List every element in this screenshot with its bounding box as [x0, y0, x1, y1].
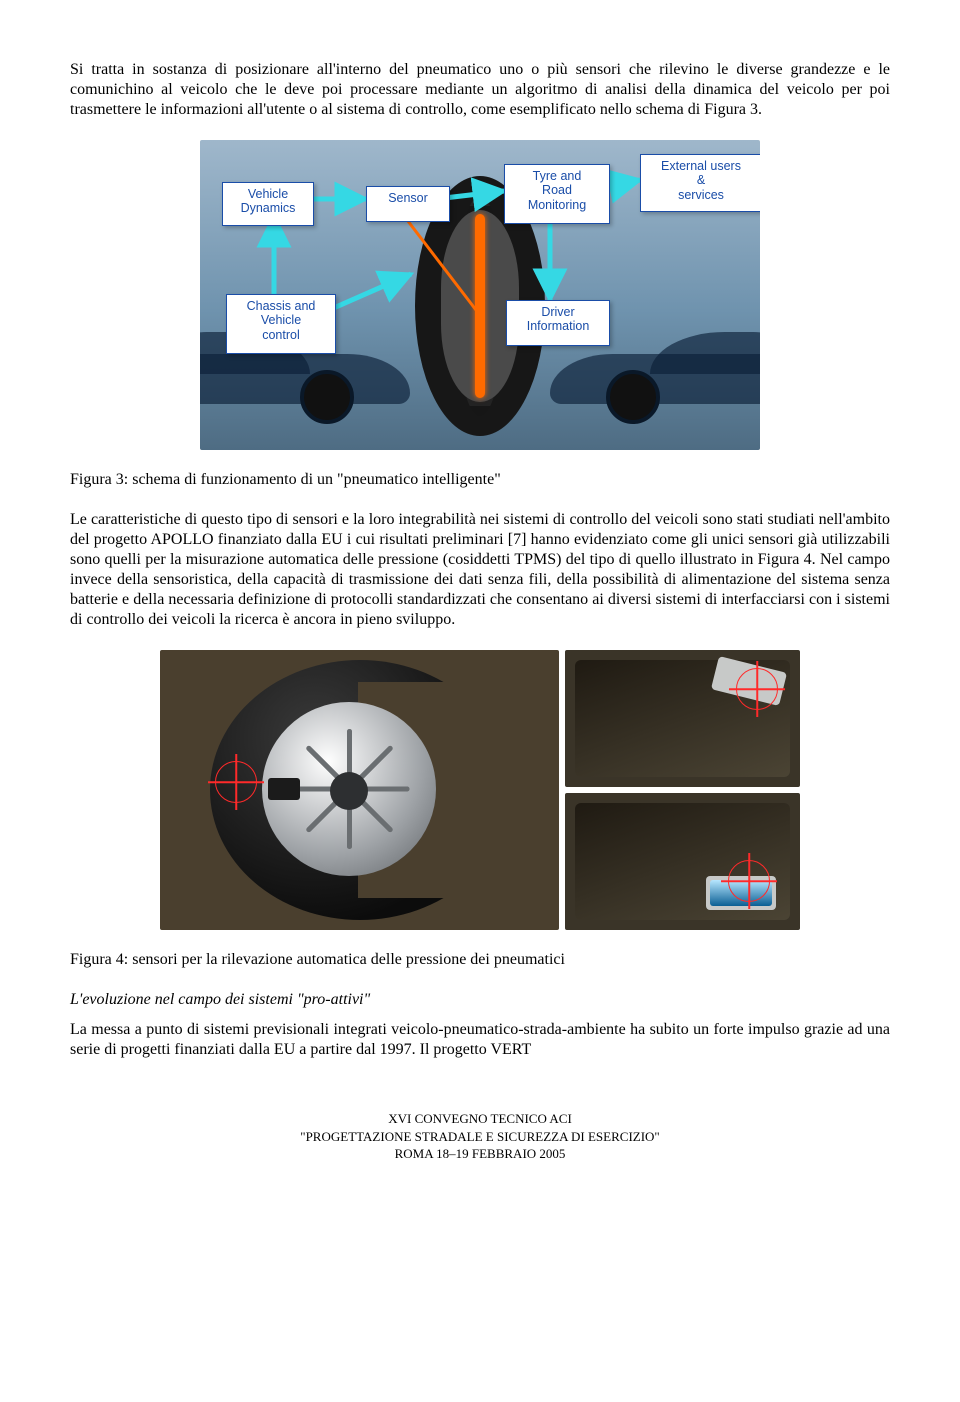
- figure-3: VehicleDynamics Sensor Tyre andRoadMonitor…: [70, 140, 890, 450]
- footer-line-2: "PROGETTAZIONE STRADALE E SICUREZZA DI E…: [70, 1128, 890, 1146]
- figure-4: [70, 650, 890, 930]
- sensor-stripe-icon: [475, 214, 485, 398]
- crosshair-icon: [736, 668, 778, 710]
- paragraph-3: La messa a punto di sistemi previsionali…: [70, 1020, 890, 1060]
- figure-3-caption: Figura 3: schema di funzionamento di un …: [70, 470, 890, 490]
- paragraph-1: Si tratta in sostanza di posizionare all…: [70, 60, 890, 120]
- paragraph-2: Le caratteristiche di questo tipo di sen…: [70, 510, 890, 630]
- crosshair-icon: [728, 860, 770, 902]
- tpms-sensor-icon: [268, 778, 300, 800]
- fig3-node-tyre-road: Tyre andRoadMonitoring: [504, 164, 610, 224]
- figure-4-caption: Figura 4: sensori per la rilevazione aut…: [70, 950, 890, 970]
- fig3-diagram: VehicleDynamics Sensor Tyre andRoadMonitor…: [200, 140, 760, 450]
- fig3-node-sensor: Sensor: [366, 186, 450, 222]
- section-title-proactive: L'evoluzione nel campo dei sistemi "pro-…: [70, 990, 890, 1010]
- fig3-node-chassis: Chassis andVehiclecontrol: [226, 294, 336, 354]
- fig3-node-external: External users&services: [640, 154, 760, 212]
- fig4-wheel-panel: [160, 650, 559, 930]
- footer-line-3: ROMA 18–19 FEBBRAIO 2005: [70, 1145, 890, 1163]
- footer-line-1: XVI CONVEGNO TECNICO ACI: [70, 1110, 890, 1128]
- crosshair-icon: [215, 761, 257, 803]
- fig4-console-panels: [565, 650, 800, 930]
- fig3-node-driver: DriverInformation: [506, 300, 610, 346]
- fig3-node-vehicle-dynamics: VehicleDynamics: [222, 182, 314, 226]
- page-footer: XVI CONVEGNO TECNICO ACI "PROGETTAZIONE …: [70, 1110, 890, 1163]
